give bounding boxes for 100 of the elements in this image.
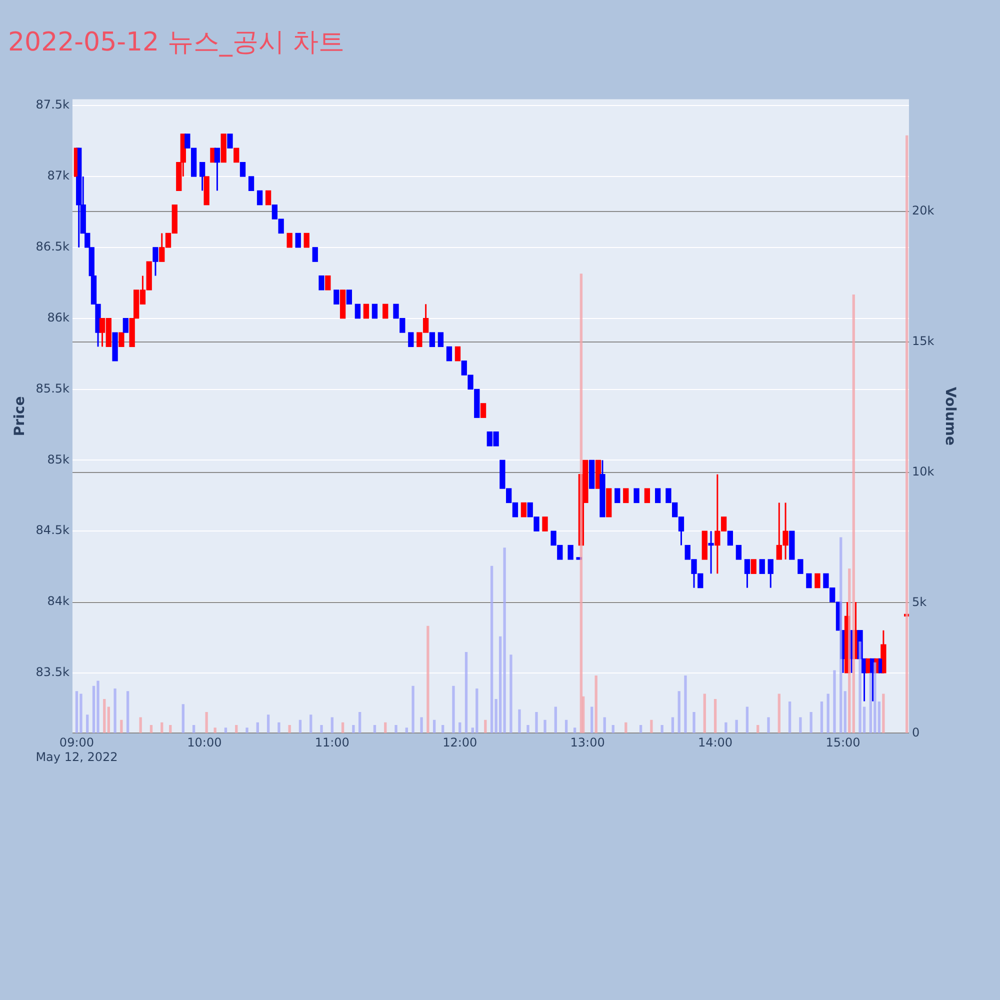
bar	[692, 712, 696, 734]
y-tick-label: 87.5k	[36, 98, 70, 112]
x-tick-label: 12:00	[442, 736, 478, 750]
chart-title: 2022-05-12 뉴스_공시 차트	[8, 27, 345, 58]
candlestick	[806, 573, 812, 588]
bar	[535, 712, 538, 734]
y2-tick-label: 0	[912, 725, 920, 740]
candlestick	[750, 558, 756, 574]
candlestick	[542, 516, 548, 532]
candlestick	[429, 332, 436, 348]
y-tick-label: 85.5k	[36, 381, 70, 396]
bar	[464, 652, 468, 734]
bar	[139, 717, 142, 734]
bar	[799, 717, 802, 734]
bar	[224, 728, 228, 734]
y-tick-label: 85k	[47, 452, 70, 466]
candlestick	[438, 332, 444, 348]
candlestick	[256, 190, 263, 206]
y2-tick-label: 15k	[912, 334, 934, 348]
y-tick-label: 86k	[47, 310, 70, 324]
candlestick	[248, 176, 254, 192]
candlestick	[759, 558, 765, 574]
y2-tick-label: 10k	[912, 464, 934, 478]
y-tick-label: 84.5k	[36, 523, 70, 538]
candlestick	[318, 275, 324, 290]
candlestick	[614, 488, 620, 504]
bar	[580, 274, 583, 734]
bar	[126, 691, 130, 734]
candlestick	[122, 318, 129, 333]
candlestick	[454, 346, 461, 362]
bar	[394, 725, 398, 734]
bar	[826, 694, 830, 734]
bar	[182, 704, 184, 734]
candlestick	[520, 502, 527, 518]
candlestick	[798, 558, 804, 574]
x-tick-label: 14:00	[698, 736, 733, 750]
bar	[820, 702, 824, 734]
bar	[746, 706, 749, 734]
candlestick	[634, 488, 640, 504]
bar	[298, 720, 302, 734]
candlestick	[295, 232, 301, 248]
candlestick	[382, 304, 388, 319]
bar	[788, 702, 792, 734]
bar	[266, 714, 270, 734]
bar	[384, 722, 387, 734]
bar	[426, 626, 430, 734]
bar	[639, 725, 642, 734]
x-tick-label: 11:00	[314, 736, 350, 750]
bar	[573, 728, 576, 734]
y-tick-label: 86.5k	[36, 240, 70, 254]
candlestick	[814, 573, 820, 588]
candlestick	[606, 488, 612, 518]
bar	[373, 725, 376, 734]
bar	[120, 720, 123, 734]
candlestick	[234, 148, 240, 163]
candlestick	[204, 176, 210, 206]
bar	[650, 720, 653, 734]
bar	[310, 714, 312, 734]
bar	[256, 722, 259, 734]
candlestick	[312, 246, 318, 262]
candlestick	[589, 460, 595, 489]
bar	[330, 717, 334, 734]
candlestick	[408, 332, 414, 348]
bar	[603, 717, 606, 734]
bar	[476, 688, 478, 734]
candlestick	[480, 402, 486, 418]
bar	[735, 720, 738, 734]
bar	[442, 725, 444, 734]
x-tick-label: 10:00	[187, 736, 222, 750]
bar	[767, 717, 770, 734]
bar	[288, 725, 291, 734]
candlestick	[644, 488, 650, 504]
bar	[590, 706, 594, 734]
bar	[724, 722, 728, 734]
candlestick	[240, 162, 246, 177]
bar	[756, 725, 760, 734]
y-tick-label: 84k	[47, 594, 70, 608]
bar	[458, 722, 462, 734]
bar	[612, 725, 614, 734]
bar	[86, 714, 89, 734]
bar	[858, 642, 862, 734]
bar	[510, 654, 512, 734]
candlestick	[727, 530, 734, 546]
bar	[103, 698, 106, 734]
bar	[114, 688, 116, 734]
bar	[405, 728, 408, 734]
bar	[420, 717, 423, 734]
bar	[882, 694, 885, 734]
bar	[671, 717, 674, 734]
bar	[564, 720, 568, 734]
bar	[503, 548, 506, 734]
bar	[518, 709, 521, 734]
bar	[703, 694, 706, 734]
bar	[544, 720, 546, 734]
y2-tick-label: 5k	[912, 594, 927, 609]
candlestick	[595, 460, 602, 489]
bar	[778, 694, 780, 734]
bar	[214, 728, 216, 734]
bar	[192, 725, 196, 734]
candlestick	[446, 346, 452, 362]
